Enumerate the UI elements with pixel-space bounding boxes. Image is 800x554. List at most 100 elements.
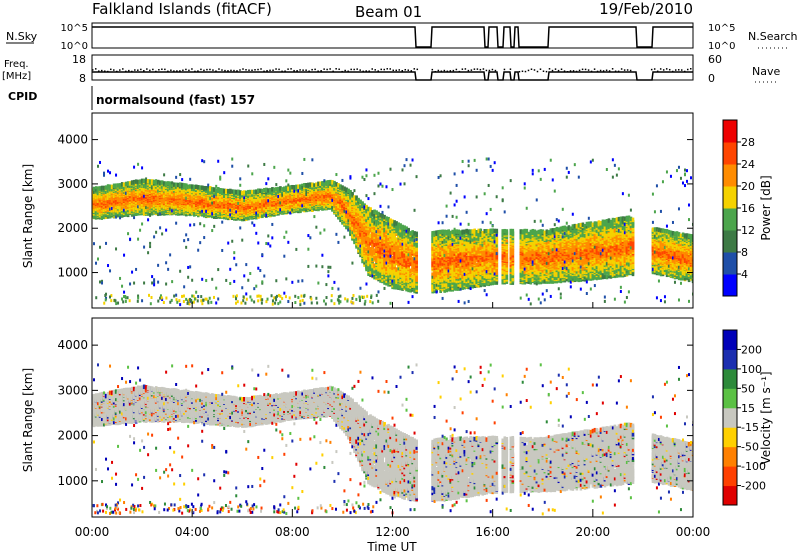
freq-tick-bottom: 8 [79,72,86,85]
power-speckle [123,208,126,212]
power-speckle [289,171,292,175]
power-speckle [127,232,130,236]
power-speckle [131,270,134,274]
nave-dot [95,68,97,70]
power-speckle [267,234,270,238]
power-speckle [207,183,210,187]
power-speckle [237,201,240,205]
nave-dot [353,68,355,71]
power-speckle [323,228,326,232]
power-cell [156,179,160,185]
nave-dot [482,68,485,70]
power-cell [160,180,164,185]
power-speckle [189,223,192,227]
power-speckle [203,236,206,240]
nave-dot [377,70,379,72]
power-speckle [283,235,286,239]
power-cell [281,187,284,192]
power-cell [323,180,326,186]
power-cell [194,184,198,190]
power-speckle [209,196,212,200]
nave-dot [185,68,187,71]
nave-dot [683,70,686,73]
power-cell [249,189,252,195]
nave-dot [338,68,340,71]
power-speckle [185,196,188,200]
power-speckle [301,204,304,208]
power-cell [229,188,232,194]
power-speckle [111,212,114,216]
power-speckle [269,244,272,248]
power-cell [144,194,148,200]
nave-dot [173,70,175,72]
power-cell [245,190,248,196]
power-cell [154,180,158,185]
nave-dot [386,68,388,70]
power-cell [200,185,204,190]
power-cell [106,192,110,198]
power-speckle [101,279,104,283]
power-speckle [195,290,198,294]
power-cell [94,194,98,200]
power-speckle [151,281,154,285]
power-speckle [273,165,276,169]
nave-dot [344,69,346,72]
nave-dot [461,68,464,70]
power-speckle [163,173,166,177]
power-speckle [305,193,308,197]
nave-dot [479,68,482,71]
nave-dot [308,70,310,72]
power-speckle [231,157,234,161]
power-cell [164,194,168,200]
power-speckle [119,276,122,280]
power-speckle [187,238,190,242]
nave-dot [281,70,283,73]
power-cell [259,188,262,194]
power-cell [305,183,308,188]
power-speckle [99,245,102,249]
nave-dot [569,70,572,72]
power-speckle [197,248,200,252]
nave-dot [221,69,223,71]
nave-dot [260,68,262,70]
nave-dot [131,70,133,73]
nave-dot [536,70,539,73]
power-cell [180,182,184,188]
power-cell [190,191,194,197]
power-cell [241,190,244,196]
power-cell [311,182,314,188]
nave-dot [302,69,304,71]
nave-dot [224,69,226,72]
power-cell [118,183,122,188]
nave-dot [152,68,154,71]
power-speckle [151,186,154,190]
nave-dot [350,68,352,71]
power-speckle [307,247,310,251]
power-speckle [145,177,148,181]
power-speckle [253,287,256,291]
power-speckle [213,194,216,198]
nave-dot [590,70,593,73]
power-cell [307,182,310,188]
power-speckle [257,266,260,270]
nave-dot [467,69,470,72]
power-cell [293,185,296,190]
nave-dot [176,70,178,72]
nave-dot [242,68,244,70]
power-speckle [149,241,152,245]
power-speckle [281,193,284,197]
power-cell [309,182,312,187]
power-speckle [211,229,214,233]
nave-dot [200,68,202,71]
freq-tick-top: 18 [72,53,86,66]
nave-dot [443,69,446,72]
power-cell [140,188,144,194]
power-cell [221,188,224,193]
nave-dot [581,68,584,71]
nave-dot [440,70,443,72]
power-speckle [189,177,192,181]
power-speckle [125,191,128,195]
power-speckle [101,281,104,285]
power-speckle [257,241,260,245]
nave-dot [218,68,220,70]
